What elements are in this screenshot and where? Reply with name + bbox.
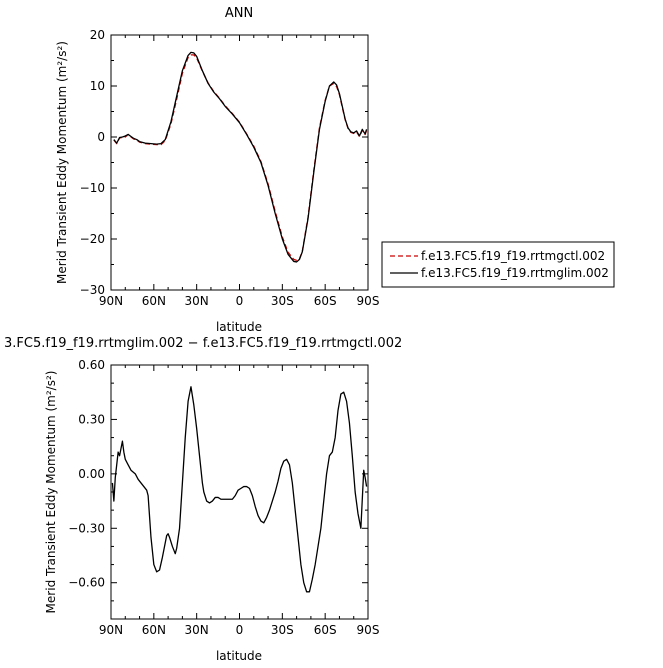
bottom-series bbox=[111, 386, 368, 593]
top-x-tick-label: 0 bbox=[236, 294, 244, 308]
top-y-tick-label: −30 bbox=[80, 283, 105, 297]
bottom-x-tick-label: 30N bbox=[185, 623, 209, 637]
bottom-y-tick-label: −0.60 bbox=[68, 576, 105, 590]
bottom-y-axis-label: Merid Transient Eddy Momentum (m²/s²) bbox=[44, 371, 58, 614]
bottom-plot-frame bbox=[110, 364, 369, 620]
bottom-y-tick-label: 0.30 bbox=[78, 412, 105, 426]
top-series-line-0 bbox=[113, 51, 368, 263]
bottom-x-tick-label: 60N bbox=[142, 623, 166, 637]
bottom-x-tick-label: 60S bbox=[314, 623, 337, 637]
legend: f.e13.FC5.f19_f19.rrtmgctl.002 f.e13.FC5… bbox=[381, 241, 615, 288]
top-axis-ticks: 90N 60N 30N 0 30S 60S 90S 20 10 0 −10 −20 −30 bbox=[80, 28, 380, 308]
top-x-tick-label: 90N bbox=[99, 294, 123, 308]
bottom-y-axis-unit: (m²/s²) bbox=[44, 371, 58, 412]
top-series bbox=[113, 51, 368, 263]
top-panel: ANN 90N 60N 30N 0 30S 60S 90S 20 10 0 −10 −20 −30 la… bbox=[55, 6, 615, 334]
bottom-panel-title: 3.FC5.f19_f19.rrtmglim.002 − f.e13.FC5.f… bbox=[4, 336, 402, 351]
bottom-axis-ticks: 90N 60N 30N 0 30S 60S 90S 0.60 0.30 0.00 −0.30 −0.6… bbox=[68, 358, 379, 637]
top-x-axis-label: latitude bbox=[216, 320, 262, 334]
top-panel-title: ANN bbox=[225, 6, 253, 21]
top-x-tick-label: 90S bbox=[357, 294, 380, 308]
bottom-x-tick-label: 30S bbox=[271, 623, 294, 637]
top-y-tick-label: −10 bbox=[80, 181, 105, 195]
bottom-y-tick-label: −0.30 bbox=[68, 521, 105, 535]
top-x-tick-label: 60N bbox=[142, 294, 166, 308]
legend-label-ctl: f.e13.FC5.f19_f19.rrtmgctl.002 bbox=[421, 249, 605, 263]
top-y-axis-label-text: Merid Transient Eddy Momentum bbox=[55, 86, 69, 284]
top-y-axis-unit: (m²/s²) bbox=[55, 41, 69, 82]
top-x-tick-label: 30N bbox=[185, 294, 209, 308]
bottom-y-axis-label-text: Merid Transient Eddy Momentum bbox=[44, 415, 58, 613]
top-y-tick-label: 0 bbox=[97, 130, 105, 144]
top-x-tick-label: 30S bbox=[271, 294, 294, 308]
top-y-tick-label: −20 bbox=[80, 232, 105, 246]
top-series-line-1 bbox=[113, 54, 368, 262]
bottom-x-tick-label: 0 bbox=[236, 623, 244, 637]
bottom-y-tick-label: 0.00 bbox=[78, 467, 105, 481]
top-y-axis-label: Merid Transient Eddy Momentum (m²/s²) bbox=[55, 41, 69, 284]
bottom-x-tick-label: 90S bbox=[357, 623, 380, 637]
bottom-series-line-0 bbox=[111, 386, 368, 593]
top-plot-frame bbox=[110, 34, 369, 291]
top-y-tick-label: 20 bbox=[90, 28, 105, 42]
top-x-tick-label: 60S bbox=[314, 294, 337, 308]
legend-label-lim: f.e13.FC5.f19_f19.rrtmglim.002 bbox=[421, 266, 609, 280]
bottom-y-tick-label: 0.60 bbox=[78, 358, 105, 372]
bottom-x-tick-label: 90N bbox=[99, 623, 123, 637]
top-y-tick-label: 10 bbox=[90, 79, 105, 93]
bottom-panel: 3.FC5.f19_f19.rrtmglim.002 − f.e13.FC5.f… bbox=[4, 336, 402, 663]
legend-box bbox=[381, 241, 615, 288]
bottom-x-axis-label: latitude bbox=[216, 649, 262, 663]
